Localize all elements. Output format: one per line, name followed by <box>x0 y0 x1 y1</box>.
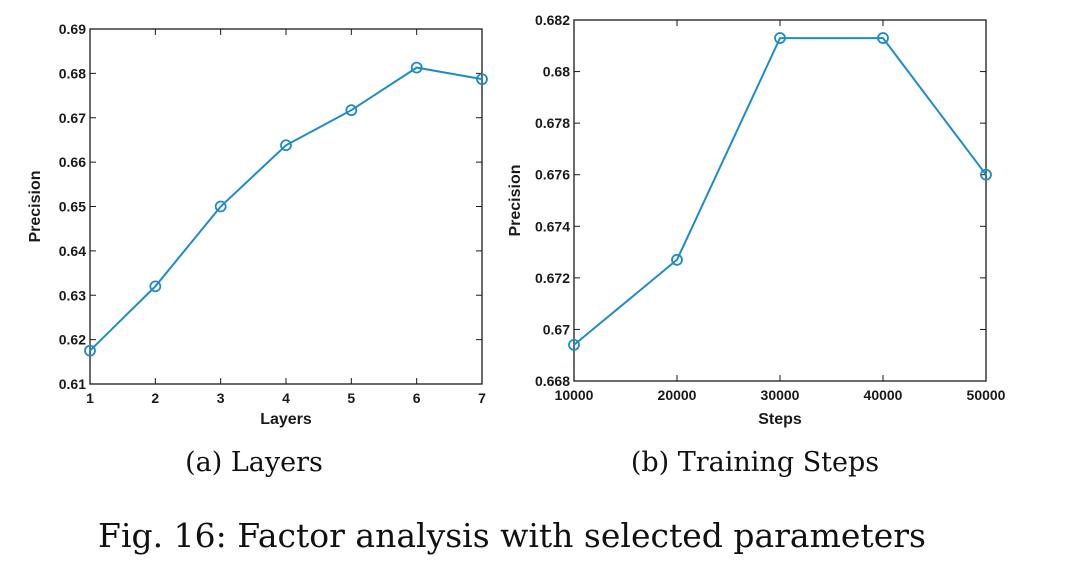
data-point <box>476 73 488 86</box>
y-tick-label: 0.61 <box>59 376 86 392</box>
x-tick-label: 5 <box>347 390 355 406</box>
y-axis-title: Precision <box>27 170 44 242</box>
chart-layers: 0.61 0.62 0.63 0.64 0.65 0.66 0.67 0.68 0.69 1 2 3 4… <box>27 21 488 428</box>
x-tick-label: 10000 <box>555 387 594 403</box>
x-axis-title: Layers <box>260 411 312 428</box>
subcaption-training-steps: (b) Training Steps <box>631 447 879 478</box>
y-tick-label: 0.64 <box>59 243 86 259</box>
y-tick-label: 0.682 <box>535 12 570 28</box>
x-tick-label: 3 <box>217 390 225 406</box>
y-tick-label: 0.678 <box>535 115 570 131</box>
x-tick-label: 7 <box>478 390 486 406</box>
x-tick-label: 40000 <box>864 387 903 403</box>
series-line <box>573 37 987 346</box>
figure-caption: Fig. 16: Factor analysis with selected p… <box>98 516 926 555</box>
y-tick-label: 0.65 <box>59 199 86 215</box>
y-tick-label: 0.674 <box>535 218 570 234</box>
plot-frame <box>89 28 483 385</box>
y-tick-label: 0.676 <box>535 167 570 183</box>
data-point <box>568 338 580 351</box>
y-tick-label: 0.67 <box>543 321 570 337</box>
y-tick-label: 0.67 <box>59 110 86 126</box>
x-tick-label: 4 <box>282 390 290 406</box>
x-tick-label: 2 <box>151 390 159 406</box>
y-tick-label: 0.69 <box>59 21 86 37</box>
y-tick-label: 0.66 <box>59 154 86 170</box>
y-tick-label: 0.668 <box>535 373 570 389</box>
data-point <box>84 344 96 357</box>
data-point <box>980 168 992 181</box>
data-point <box>280 139 292 152</box>
x-axis-title: Steps <box>758 411 802 428</box>
data-point <box>149 280 162 293</box>
chart-training-steps: 0.668 0.67 0.672 0.674 0.676 0.678 0.68 0.682 10… <box>507 12 1006 428</box>
data-point <box>214 200 227 213</box>
data-point <box>410 61 423 74</box>
y-tick-label: 0.62 <box>59 332 86 348</box>
x-tick-label: 50000 <box>967 387 1006 403</box>
data-point <box>671 253 683 266</box>
data-point <box>877 32 889 44</box>
x-tick-label: 6 <box>413 390 421 406</box>
y-tick-label: 0.672 <box>535 270 570 286</box>
plot-frame <box>573 19 987 382</box>
y-tick-label: 0.68 <box>543 64 570 80</box>
subcaption-layers: (a) Layers <box>185 447 323 478</box>
y-tick-label: 0.68 <box>59 65 86 81</box>
series-line <box>89 66 483 352</box>
x-tick-label: 20000 <box>658 387 697 403</box>
y-tick-label: 0.63 <box>59 287 86 303</box>
data-point <box>345 104 358 117</box>
y-axis-title: Precision <box>507 164 524 236</box>
x-tick-label: 1 <box>86 390 94 406</box>
data-point <box>774 32 786 44</box>
x-tick-label: 30000 <box>761 387 800 403</box>
